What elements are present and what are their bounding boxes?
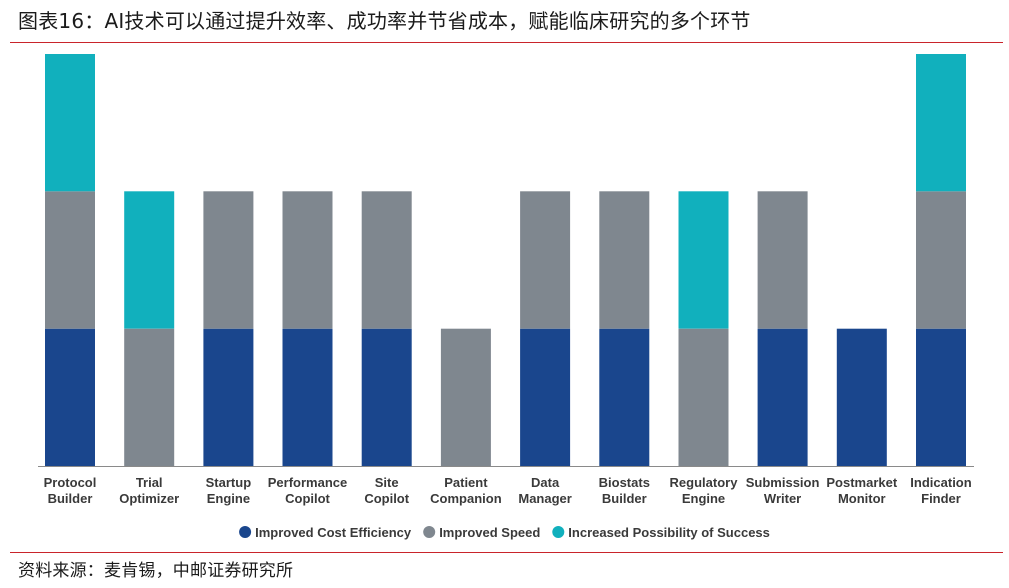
header-bar: 图表16：AI技术可以通过提升效率、成功率并节省成本，赋能临床研究的多个环节 [18, 6, 1003, 42]
x-tick-label-12-line-1: Indication [910, 475, 971, 490]
bar-segment-5-series-2 [361, 191, 412, 329]
x-tick-label-6-line-2: Companion [430, 491, 502, 506]
bar-segment-1-series-1 [45, 328, 95, 466]
x-tick-label-2-line-1: Trial [136, 475, 163, 490]
legend-label-2: Improved Speed [439, 525, 540, 540]
x-tick-label-10-line-2: Writer [764, 491, 801, 506]
source-note: 资料来源：麦肯锡，中邮证券研究所 [18, 561, 294, 581]
bar-segment-1-series-3 [45, 54, 95, 192]
x-tick-label-3-line-1: Startup [206, 475, 252, 490]
x-tick-label-11-line-1: Postmarket [826, 475, 897, 490]
x-tick-label-12-line-2: Finder [921, 491, 961, 506]
x-tick-label-1-line-1: Protocol [44, 475, 97, 490]
x-tick-label-1-line-2: Builder [48, 491, 93, 506]
x-tick-label-9-line-2: Engine [682, 491, 725, 506]
bar-segment-1-series-2 [45, 191, 95, 329]
bar-segment-7-series-1 [520, 328, 571, 466]
legend-label-3: Increased Possibility of Success [568, 525, 770, 540]
bar-segment-9-series-2 [678, 328, 729, 466]
page-title: 图表16：AI技术可以通过提升效率、成功率并节省成本，赋能临床研究的多个环节 [18, 9, 751, 33]
legend: Improved Cost Efficiency Improved Speed In… [239, 525, 770, 540]
bar-segment-3-series-1 [203, 328, 254, 466]
bar-segment-12-series-3 [916, 54, 966, 192]
x-tick-label-11-line-2: Monitor [838, 491, 886, 506]
bar-segment-4-series-2 [282, 191, 333, 329]
x-tick-label-6-line-1: Patient [444, 475, 488, 490]
chart-area: Protocol Builder Trial Optimizer Startup Engi… [0, 44, 1009, 550]
x-tick-label-3-line-2: Engine [207, 491, 250, 506]
stacked-bar-chart: ProtocolBuilderTrialOptimizerStartupEngi… [38, 54, 974, 540]
x-tick-label-4-line-1: Performance [268, 475, 347, 490]
x-tick-label-4-line-2: Copilot [285, 491, 330, 506]
x-tick-label-10-line-1: Submission [746, 475, 820, 490]
bar-segment-6-series-2 [440, 328, 491, 466]
bar-segment-8-series-1 [599, 328, 650, 466]
bar-segment-11-series-1 [836, 328, 887, 466]
bar-segment-3-series-2 [203, 191, 254, 329]
x-tick-label-8-line-2: Builder [602, 491, 647, 506]
legend-label-1: Improved Cost Efficiency [255, 525, 412, 540]
bar-segment-8-series-2 [599, 191, 650, 329]
legend-swatch-2 [423, 526, 436, 538]
bar-segment-10-series-1 [757, 328, 808, 466]
x-tick-label-7-line-2: Manager [518, 491, 571, 506]
bar-segment-12-series-2 [916, 191, 966, 329]
title-divider [10, 42, 1003, 43]
bar-segment-12-series-1 [916, 328, 966, 466]
bar-segment-5-series-1 [361, 328, 412, 466]
x-tick-label-5-line-1: Site [375, 475, 399, 490]
bar-segment-7-series-2 [520, 191, 571, 329]
bar-segment-2-series-2 [124, 328, 175, 466]
x-tick-label-5-line-2: Copilot [364, 491, 409, 506]
bar-segment-2-series-3 [124, 191, 175, 329]
bar-segment-4-series-1 [282, 328, 333, 466]
x-tick-label-8-line-1: Biostats [599, 475, 650, 490]
x-tick-label-9-line-1: Regulatory [670, 475, 739, 490]
bar-segment-10-series-2 [757, 191, 808, 329]
bar-segment-9-series-3 [678, 191, 729, 329]
source-divider [10, 552, 1003, 553]
x-tick-label-7-line-1: Data [531, 475, 560, 490]
legend-swatch-3 [552, 526, 565, 538]
legend-swatch-1 [239, 526, 252, 538]
x-tick-label-2-line-2: Optimizer [119, 491, 179, 506]
